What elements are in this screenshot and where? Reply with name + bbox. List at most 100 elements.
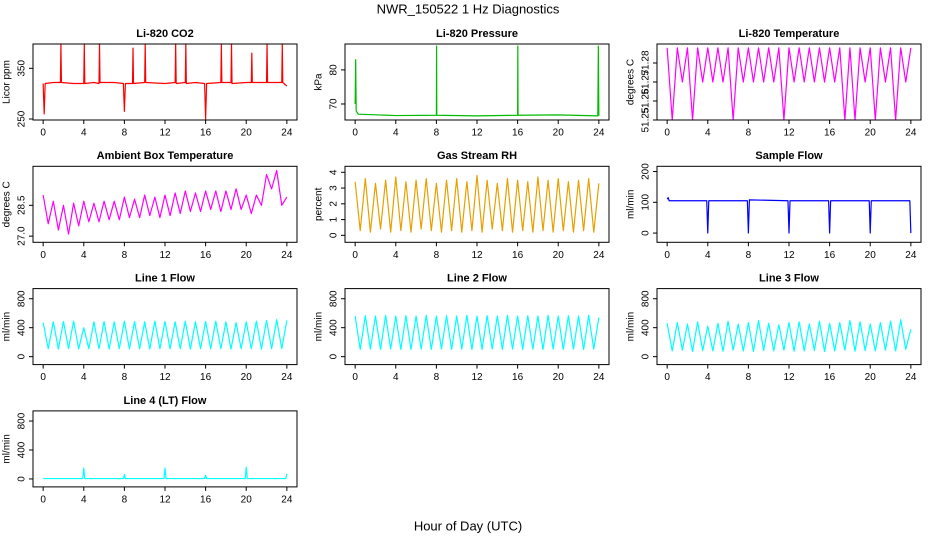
data-line: [666, 197, 912, 234]
x-tick-label: 16: [824, 128, 836, 139]
x-tick-label: 20: [241, 495, 253, 506]
x-tick-label: 20: [553, 128, 565, 139]
x-tick-label: 0: [664, 128, 670, 139]
y-axis-label: kPa: [314, 73, 325, 91]
x-tick-label: 24: [905, 250, 917, 261]
y-tick-label: 51.26: [641, 88, 652, 113]
panel-title: Line 2 Flow: [447, 273, 507, 285]
x-tick-label: 12: [159, 495, 171, 506]
panel-title: Li-820 CO2: [136, 28, 193, 40]
x-tick-label: 0: [40, 250, 46, 261]
x-tick-label: 12: [471, 250, 483, 261]
x-tick-label: 8: [434, 250, 440, 261]
x-tick-label: 4: [705, 128, 711, 139]
x-tick-label: 16: [200, 250, 212, 261]
x-tick-label: 4: [393, 128, 399, 139]
y-axis-label: ml/min: [2, 434, 13, 463]
data-line: [42, 319, 288, 350]
y-tick-label: 0: [329, 232, 340, 238]
plot-frame: [32, 43, 298, 121]
y-tick-label: 51.28: [641, 50, 652, 75]
plot-frame: [32, 288, 298, 366]
y-tick-label: 28.5: [17, 195, 28, 215]
data-line: [666, 47, 912, 121]
plot-frame: [656, 288, 922, 366]
x-tick-label: 8: [434, 128, 440, 139]
y-tick-label: 51.25: [641, 107, 652, 132]
x-tick-label: 12: [783, 250, 795, 261]
data-line: [43, 466, 288, 480]
x-tick-label: 24: [281, 250, 293, 261]
x-tick-label: 4: [393, 250, 399, 261]
plot-frame: [344, 288, 610, 366]
y-tick-label: 800: [329, 290, 340, 307]
x-tick-label: 12: [159, 128, 171, 139]
x-tick-label: 20: [241, 128, 253, 139]
panel-title: Gas Stream RH: [437, 150, 517, 162]
x-tick-label: 16: [824, 250, 836, 261]
panel-title: Line 3 Flow: [759, 273, 819, 285]
y-tick-label: 70: [329, 98, 340, 110]
panel-title: Li-820 Temperature: [739, 28, 840, 40]
x-tick-label: 4: [81, 372, 87, 383]
x-tick-label: 16: [200, 128, 212, 139]
panel-title: Sample Flow: [755, 150, 823, 162]
x-tick-label: 4: [81, 495, 87, 506]
x-tick-label: 0: [352, 372, 358, 383]
x-tick-label: 16: [512, 250, 524, 261]
x-tick-label: 24: [593, 128, 605, 139]
y-tick-label: 3: [329, 185, 340, 191]
x-axis-label: Hour of Day (UTC): [414, 518, 522, 533]
y-axis-label: percent: [314, 187, 325, 221]
panel-title: Line 4 (LT) Flow: [124, 395, 207, 407]
x-tick-label: 0: [352, 128, 358, 139]
data-line: [42, 43, 288, 120]
plot-frame: [32, 410, 298, 488]
x-tick-label: 24: [281, 495, 293, 506]
y-tick-label: 350: [17, 60, 28, 77]
y-tick-label: 400: [17, 441, 28, 458]
x-tick-label: 20: [865, 128, 877, 139]
y-tick-label: 100: [641, 194, 652, 211]
y-tick-label: 51.27: [641, 69, 652, 94]
y-tick-label: 1: [329, 216, 340, 222]
x-tick-label: 4: [81, 128, 87, 139]
x-tick-label: 4: [393, 372, 399, 383]
x-tick-label: 0: [352, 250, 358, 261]
data-line: [354, 314, 600, 350]
x-tick-label: 16: [512, 128, 524, 139]
x-tick-label: 16: [824, 372, 836, 383]
x-tick-label: 8: [434, 372, 440, 383]
y-tick-label: 80: [329, 64, 340, 76]
x-tick-label: 16: [512, 372, 524, 383]
plot-frame: [656, 43, 922, 121]
x-tick-label: 0: [40, 372, 46, 383]
x-tick-label: 8: [122, 372, 128, 383]
y-axis-label: degrees C: [626, 59, 637, 105]
x-tick-label: 24: [593, 250, 605, 261]
x-tick-label: 16: [200, 372, 212, 383]
data-line: [42, 169, 288, 235]
plot-frame: [32, 165, 298, 243]
y-axis-label: degrees C: [2, 181, 13, 227]
y-tick-label: 0: [329, 353, 340, 359]
y-axis-label: ml/min: [2, 312, 13, 341]
x-tick-label: 24: [593, 372, 605, 383]
y-tick-label: 800: [17, 290, 28, 307]
y-tick-label: 800: [641, 290, 652, 307]
y-tick-label: 2: [329, 201, 340, 207]
x-tick-label: 20: [241, 372, 253, 383]
panel-title: Ambient Box Temperature: [97, 150, 234, 162]
y-tick-label: 800: [17, 412, 28, 429]
y-tick-label: 0: [641, 230, 652, 236]
x-tick-label: 4: [705, 372, 711, 383]
y-tick-label: 200: [641, 163, 652, 180]
x-tick-label: 8: [746, 250, 752, 261]
chart-title: NWR_150522 1 Hz Diagnostics: [377, 1, 560, 16]
x-tick-label: 8: [746, 372, 752, 383]
x-tick-label: 8: [122, 128, 128, 139]
x-tick-label: 0: [664, 250, 670, 261]
x-tick-label: 12: [159, 250, 171, 261]
x-tick-label: 12: [783, 372, 795, 383]
x-tick-label: 8: [122, 250, 128, 261]
